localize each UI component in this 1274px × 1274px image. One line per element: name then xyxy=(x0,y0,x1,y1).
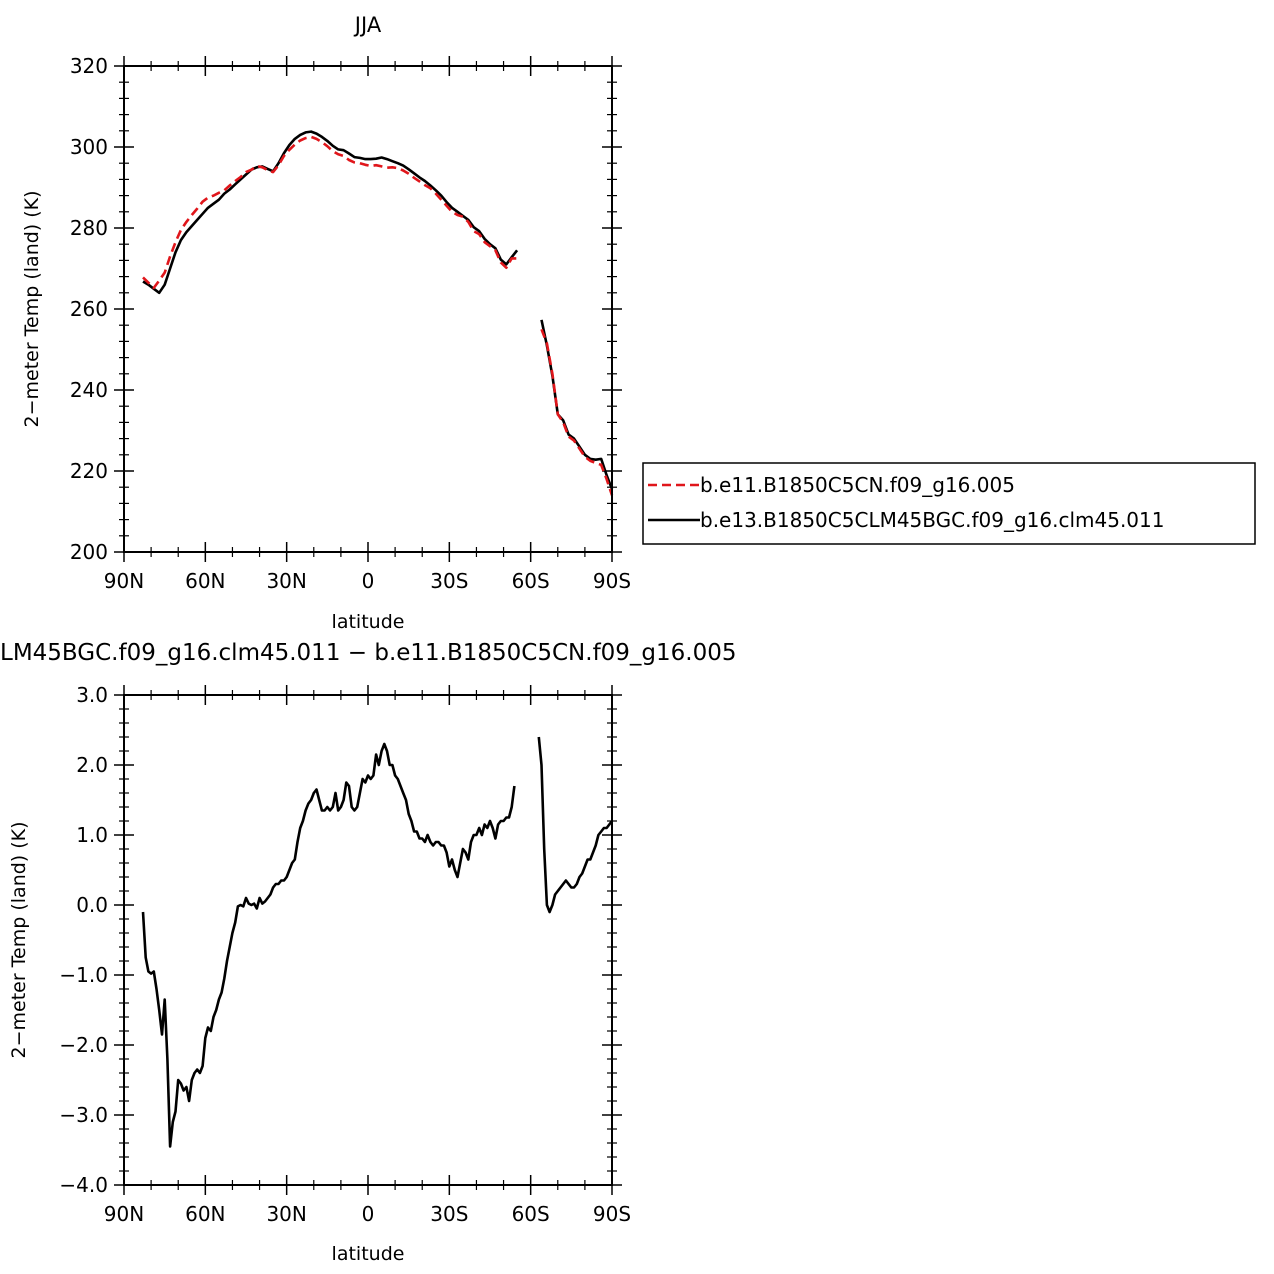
top-x-axis-label: latitude xyxy=(332,611,405,633)
bottom-series-lines xyxy=(141,736,614,1148)
bottom-x-tick-label: 30S xyxy=(430,1202,468,1226)
top-y-tick-label: 300 xyxy=(70,135,108,159)
legend-label-series-1: b.e11.B1850C5CN.f09_g16.005 xyxy=(700,473,1015,497)
bottom-x-tick-label: 90N xyxy=(104,1202,144,1226)
top-series-2-line-segment-1 xyxy=(142,130,519,295)
top-series-1-line-segment-2 xyxy=(540,328,614,496)
top-series-1-line-segment-1 xyxy=(142,135,518,290)
top-y-tick-label: 240 xyxy=(70,378,108,402)
bottom-y-tick-label: 0.0 xyxy=(76,893,108,917)
top-series-lines xyxy=(142,130,614,496)
bottom-title: LM45BGC.f09_g16.clm45.011 − b.e11.B1850C… xyxy=(0,640,737,666)
bottom-series-1-line-segment-1 xyxy=(141,742,516,1148)
top-x-tick-label: 30N xyxy=(266,569,306,593)
bottom-x-tick-label: 0 xyxy=(362,1202,375,1226)
legend-label-series-2: b.e13.B1850C5CLM45BGC.f09_g16.clm45.011 xyxy=(700,508,1164,532)
bottom-y-tick-label: 3.0 xyxy=(76,683,108,707)
bottom-x-tick-label: 60N xyxy=(185,1202,225,1226)
top-y-tick-labels: 200 220 240 260 280 300 320 xyxy=(70,54,108,564)
top-panel: JJA 200 220 240 260 280 300 320 90N 60N 30N 0 30S 6… xyxy=(21,13,1256,633)
top-y-tick-label: 280 xyxy=(70,216,108,240)
bottom-y-tick-labels: −4.0 −3.0 −2.0 −1.0 0.0 1.0 2.0 3.0 xyxy=(59,683,108,1197)
top-series-2-line-segment-2 xyxy=(540,319,614,490)
bottom-y-tick-label: −1.0 xyxy=(59,963,108,987)
top-x-tick-label: 60S xyxy=(512,569,550,593)
top-x-tick-label: 90S xyxy=(593,569,631,593)
top-y-axis-label: 2−meter Temp (land) (K) xyxy=(21,190,43,427)
bottom-y-tick-label: −4.0 xyxy=(59,1173,108,1197)
top-y-tick-label: 260 xyxy=(70,297,108,321)
top-x-tick-label: 60N xyxy=(185,569,225,593)
bottom-x-tick-label: 60S xyxy=(512,1202,550,1226)
bottom-x-axis-label: latitude xyxy=(332,1243,405,1265)
bottom-series-1-line-segment-2 xyxy=(537,736,614,914)
legend-box xyxy=(642,462,1256,545)
top-x-tick-label: 0 xyxy=(362,569,375,593)
top-tick-marks xyxy=(114,56,622,562)
bottom-plot-frame xyxy=(123,694,613,1186)
top-y-tick-label: 320 xyxy=(70,54,108,78)
bottom-y-axis-label: 2−meter Temp (land) (K) xyxy=(8,821,30,1058)
top-plot-frame xyxy=(123,65,613,553)
top-y-tick-label: 200 xyxy=(70,540,108,564)
bottom-tick-marks xyxy=(114,685,622,1195)
bottom-y-tick-label: −3.0 xyxy=(59,1103,108,1127)
bottom-y-tick-label: −2.0 xyxy=(59,1033,108,1057)
top-y-tick-label: 220 xyxy=(70,459,108,483)
bottom-y-tick-label: 1.0 xyxy=(76,823,108,847)
top-x-tick-label: 30S xyxy=(430,569,468,593)
bottom-x-tick-label: 30N xyxy=(266,1202,306,1226)
legend: b.e11.B1850C5CN.f09_g16.005 b.e13.B1850C… xyxy=(642,462,1256,545)
top-x-tick-labels: 90N 60N 30N 0 30S 60S 90S xyxy=(104,569,631,593)
top-x-tick-label: 90N xyxy=(104,569,144,593)
bottom-y-tick-label: 2.0 xyxy=(76,753,108,777)
bottom-x-tick-labels: 90N 60N 30N 0 30S 60S 90S xyxy=(104,1202,631,1226)
bottom-panel: LM45BGC.f09_g16.clm45.011 − b.e11.B1850C… xyxy=(0,640,737,1265)
bottom-x-tick-label: 90S xyxy=(593,1202,631,1226)
top-title: JJA xyxy=(353,13,382,37)
